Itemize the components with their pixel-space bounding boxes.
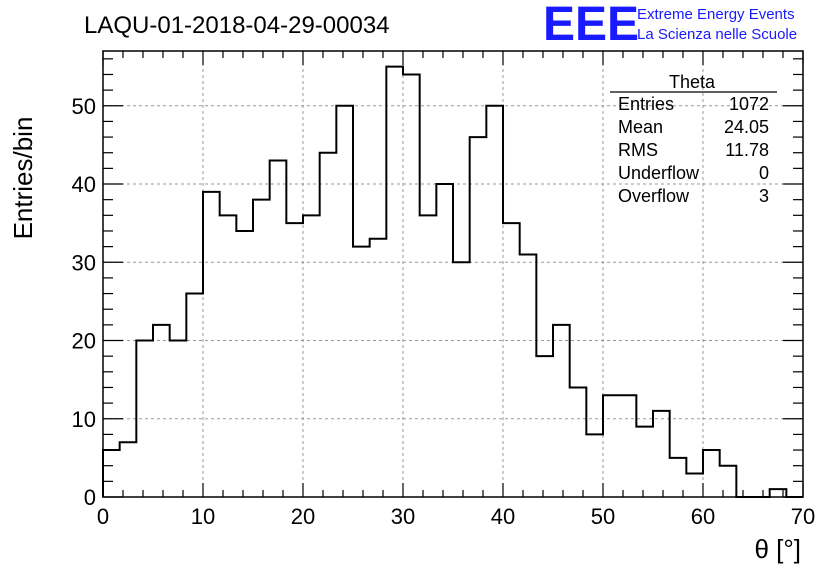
histogram-bin (120, 442, 137, 497)
histogram-bin (553, 325, 570, 497)
histogram-bin (403, 74, 420, 497)
histogram-bin (586, 434, 603, 497)
histogram-bin (503, 223, 520, 497)
stats-row-value: 24.05 (724, 117, 769, 137)
eee-logo: EEE Extreme Energy Events La Scienza nel… (543, 0, 797, 51)
logo-line-1: Extreme Energy Events (637, 6, 795, 23)
histogram-bin (536, 356, 553, 497)
histogram-bin (203, 192, 220, 497)
x-tick-label: 40 (491, 504, 515, 529)
stats-row-label: Entries (618, 94, 674, 114)
x-axis-title: θ [°] (754, 534, 801, 564)
x-tick-label: 20 (291, 504, 315, 529)
grid-lines (103, 51, 803, 497)
histogram-outline (102, 65, 803, 498)
stats-row-label: Underflow (618, 163, 700, 183)
histogram-bin (703, 450, 720, 497)
histogram-bin (370, 239, 387, 497)
chart-title: LAQU-01-2018-04-29-00034 (84, 12, 390, 39)
histogram-bin (253, 200, 270, 497)
histogram-bin (436, 184, 453, 497)
histogram-bin (520, 254, 537, 497)
histogram-bin (186, 294, 203, 497)
stats-title: Theta (669, 72, 716, 92)
y-tick-label: 50 (72, 94, 96, 119)
histogram-bin (653, 411, 670, 497)
stats-row-label: RMS (618, 140, 658, 160)
histogram-bin (603, 395, 620, 497)
axis-ticks (102, 51, 804, 498)
y-tick-label: 10 (72, 407, 96, 432)
histogram-bin (353, 247, 370, 497)
y-tick-label: 40 (72, 172, 96, 197)
histogram-bin (770, 489, 787, 497)
histogram-bin (686, 474, 703, 497)
histogram-bin (636, 427, 653, 497)
stats-row-value: 3 (759, 186, 769, 206)
histogram-bars (103, 67, 786, 497)
x-tick-label: 50 (591, 504, 615, 529)
histogram-bin (453, 262, 470, 497)
histogram-bin (236, 231, 253, 497)
y-tick-label: 20 (72, 329, 96, 354)
y-tick-label: 0 (84, 485, 96, 510)
x-tick-label: 70 (791, 504, 815, 529)
stats-row-value: 1072 (729, 94, 769, 114)
stats-row-label: Overflow (618, 186, 690, 206)
y-tick-label: 30 (72, 250, 96, 275)
histogram-bin (386, 67, 403, 497)
logo-line-2: La Scienza nelle Scuole (637, 26, 797, 43)
histogram-bin (670, 458, 687, 497)
stats-rows: Entries 1072 Mean 24.05 RMS 11.78 Underflow 0 Ov… (618, 94, 769, 206)
stats-row-label: Mean (618, 117, 663, 137)
histogram-bin (103, 450, 120, 497)
histogram-bin (486, 106, 503, 497)
histogram-bin (220, 215, 237, 497)
histogram-bin (286, 223, 303, 497)
x-tick-label: 10 (191, 504, 215, 529)
histogram-bin (303, 215, 320, 497)
stats-box: Theta Entries 1072 Mean 24.05 RMS 11.78 Underf… (610, 72, 777, 206)
histogram-bin (420, 215, 437, 497)
histogram-bin (320, 153, 337, 497)
logo-mark: EEE (543, 0, 639, 51)
plot-frame (102, 50, 804, 498)
histogram-bin (570, 387, 587, 497)
x-tick-label: 30 (391, 504, 415, 529)
x-tick-label: 60 (691, 504, 715, 529)
histogram-bin (136, 341, 153, 497)
histogram-bin (470, 137, 487, 497)
stats-row-value: 0 (759, 163, 769, 183)
histogram-bin (336, 106, 353, 497)
histogram-bin (153, 325, 170, 497)
histogram-bin (720, 466, 737, 497)
stats-row-value: 11.78 (725, 140, 769, 160)
x-tick-label: 0 (97, 504, 109, 529)
y-axis-title: Entries/bin (8, 117, 38, 240)
histogram-bin (620, 395, 637, 497)
histogram-bin (270, 161, 287, 497)
